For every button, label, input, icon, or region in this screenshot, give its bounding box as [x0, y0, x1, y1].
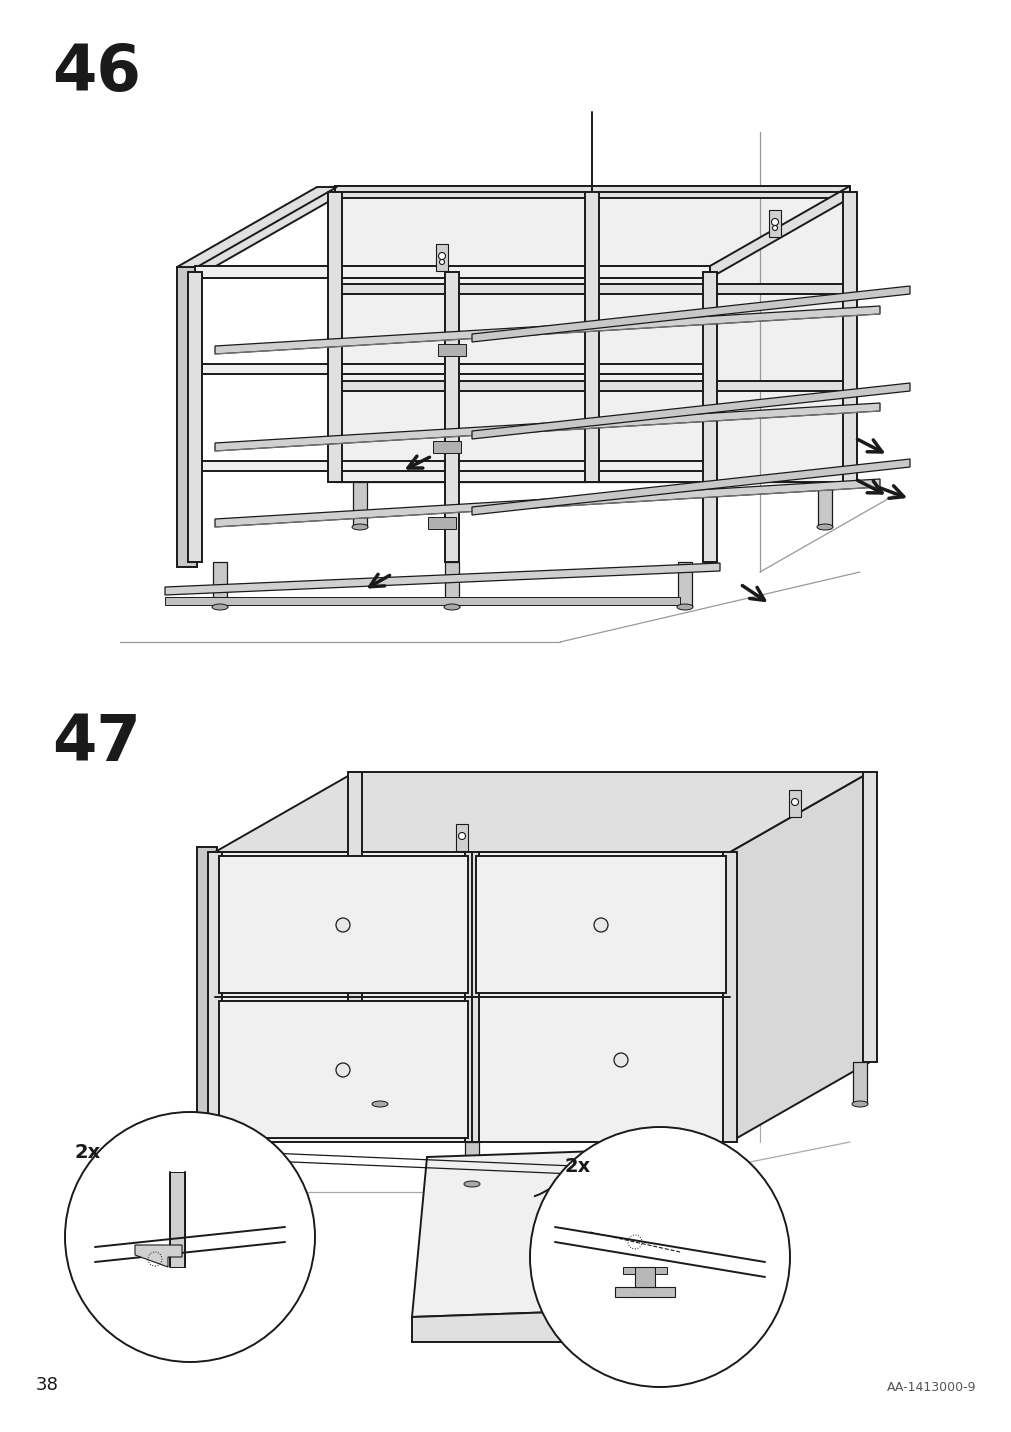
Polygon shape	[335, 192, 849, 483]
Polygon shape	[862, 772, 877, 1063]
Polygon shape	[197, 846, 216, 1147]
Text: 2x: 2x	[564, 1157, 590, 1177]
Polygon shape	[729, 772, 869, 1141]
Text: 2x: 2x	[75, 1143, 101, 1161]
Polygon shape	[195, 266, 710, 278]
Circle shape	[65, 1113, 314, 1362]
Polygon shape	[373, 1063, 386, 1104]
Circle shape	[593, 918, 608, 932]
Polygon shape	[436, 243, 448, 271]
Polygon shape	[428, 517, 456, 528]
Circle shape	[439, 259, 444, 265]
Polygon shape	[634, 1267, 654, 1287]
Text: 46: 46	[52, 42, 141, 105]
Polygon shape	[698, 1141, 712, 1184]
Polygon shape	[623, 1267, 634, 1274]
Polygon shape	[328, 192, 342, 483]
Polygon shape	[700, 1147, 715, 1332]
Polygon shape	[464, 852, 478, 1141]
Polygon shape	[584, 192, 599, 483]
Polygon shape	[710, 186, 849, 278]
Polygon shape	[789, 790, 801, 818]
Polygon shape	[335, 186, 849, 198]
Polygon shape	[768, 211, 780, 238]
Polygon shape	[335, 284, 849, 294]
Circle shape	[770, 219, 777, 225]
Polygon shape	[218, 1001, 467, 1138]
Circle shape	[336, 1063, 350, 1077]
Ellipse shape	[676, 604, 693, 610]
Ellipse shape	[352, 524, 368, 530]
Ellipse shape	[444, 604, 460, 610]
Circle shape	[336, 918, 350, 932]
Polygon shape	[475, 856, 725, 992]
Polygon shape	[214, 852, 729, 1141]
Circle shape	[438, 252, 445, 259]
Polygon shape	[214, 402, 880, 451]
Circle shape	[553, 1224, 567, 1239]
Polygon shape	[456, 823, 467, 851]
Polygon shape	[411, 1307, 700, 1342]
Text: 47: 47	[52, 712, 141, 775]
Polygon shape	[438, 344, 465, 357]
Ellipse shape	[697, 1181, 713, 1187]
Polygon shape	[852, 1063, 866, 1104]
Ellipse shape	[851, 1101, 867, 1107]
Polygon shape	[842, 192, 856, 483]
Polygon shape	[433, 441, 461, 453]
Ellipse shape	[816, 524, 832, 530]
Ellipse shape	[211, 604, 227, 610]
Polygon shape	[165, 563, 719, 596]
Polygon shape	[817, 483, 831, 527]
Polygon shape	[195, 461, 710, 471]
Polygon shape	[654, 1267, 666, 1274]
Polygon shape	[677, 561, 692, 607]
Polygon shape	[218, 856, 467, 992]
Polygon shape	[722, 852, 736, 1141]
Polygon shape	[233, 1141, 247, 1184]
Polygon shape	[411, 1147, 715, 1317]
Polygon shape	[471, 460, 909, 516]
Polygon shape	[170, 1171, 185, 1267]
Circle shape	[614, 1053, 628, 1067]
Circle shape	[771, 225, 776, 231]
Polygon shape	[177, 188, 337, 266]
Polygon shape	[214, 306, 880, 354]
Polygon shape	[615, 1287, 674, 1297]
Polygon shape	[134, 1244, 182, 1267]
Polygon shape	[471, 382, 909, 440]
Text: 38: 38	[36, 1376, 59, 1393]
Ellipse shape	[232, 1181, 248, 1187]
Circle shape	[530, 1127, 790, 1388]
Polygon shape	[445, 561, 459, 607]
Ellipse shape	[372, 1101, 387, 1107]
Polygon shape	[208, 852, 221, 1141]
Text: AA-1413000-9: AA-1413000-9	[886, 1380, 975, 1393]
Polygon shape	[348, 772, 362, 1063]
Polygon shape	[445, 272, 459, 561]
Polygon shape	[212, 561, 226, 607]
Polygon shape	[703, 272, 716, 561]
Polygon shape	[188, 272, 202, 561]
Circle shape	[458, 832, 465, 839]
Ellipse shape	[463, 1181, 479, 1187]
Polygon shape	[214, 478, 880, 527]
Polygon shape	[214, 772, 869, 852]
Polygon shape	[335, 381, 849, 391]
Circle shape	[791, 799, 798, 805]
Polygon shape	[177, 266, 197, 567]
Polygon shape	[471, 286, 909, 342]
Polygon shape	[195, 364, 710, 374]
Polygon shape	[195, 186, 335, 278]
Polygon shape	[353, 483, 367, 527]
Polygon shape	[464, 1141, 478, 1184]
Polygon shape	[165, 597, 679, 604]
